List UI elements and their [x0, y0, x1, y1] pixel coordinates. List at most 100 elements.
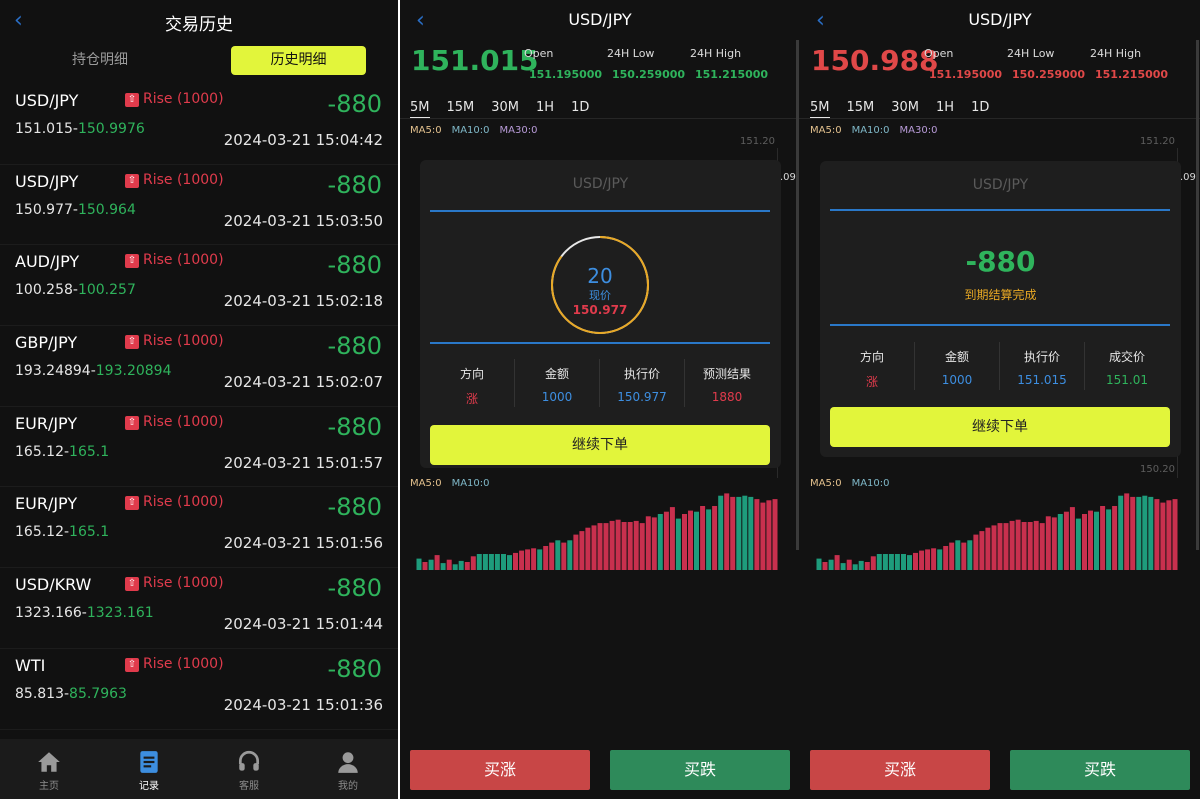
- volume-bar: [416, 558, 422, 570]
- tab-1h[interactable]: 1H: [536, 100, 555, 115]
- nav-records[interactable]: 记录: [119, 749, 179, 792]
- high-label: 24H High: [690, 47, 742, 60]
- info-header: 方向: [459, 367, 484, 381]
- volume-bar: [754, 499, 760, 570]
- tab-holdings[interactable]: 持仓明细: [72, 52, 128, 68]
- volume-bar: [633, 520, 639, 570]
- volume-bar: [1033, 520, 1039, 570]
- buy-rise-button[interactable]: 买涨: [810, 750, 990, 790]
- rise-arrow-icon: ⇧: [125, 415, 139, 430]
- vol-ma10-label: MA10:0: [451, 478, 490, 489]
- trade-row[interactable]: WTI ⇧ Rise (1000) -880 85.813-85.7963 2024-03…: [0, 649, 398, 730]
- volume-bar: [700, 506, 706, 570]
- info-divider: [914, 342, 915, 390]
- info-value: 151.01: [1106, 373, 1148, 387]
- open-value: 151.195000: [529, 68, 603, 81]
- volume-bar: [688, 510, 693, 570]
- trade-open-price: 100.258-: [15, 282, 78, 299]
- scrollbar[interactable]: [796, 40, 799, 550]
- user-icon: [338, 752, 358, 773]
- trade-row[interactable]: USD/JPY ⇧ Rise (1000) -880 151.015-150.9976 2…: [0, 84, 398, 165]
- tab-1d[interactable]: 1D: [971, 100, 990, 115]
- volume-bar: [537, 549, 543, 570]
- trade-close-price: 100.257: [77, 282, 136, 299]
- history-tabs: 持仓明细 历史明细: [32, 46, 368, 75]
- volume-bar: [772, 499, 778, 570]
- back-chevron-icon[interactable]: ‹: [416, 8, 425, 33]
- history-header: ‹ 交易历史: [0, 0, 398, 40]
- volume-bar: [501, 554, 506, 570]
- volume-bar: [1082, 514, 1087, 570]
- nav-home[interactable]: 主页: [19, 749, 79, 792]
- trade-open-price: 1323.166-: [15, 605, 87, 622]
- buy-fall-button[interactable]: 买跌: [610, 750, 790, 790]
- volume-bar: [907, 555, 912, 570]
- trade-close-price: 150.964: [77, 201, 136, 218]
- info-column: 方向涨: [830, 348, 914, 390]
- continue-order-button[interactable]: 继续下单: [830, 407, 1170, 447]
- trade-direction-label: Rise (1000): [143, 494, 224, 511]
- nav-support[interactable]: 客服: [219, 749, 279, 792]
- tab-30m[interactable]: 30M: [891, 100, 920, 115]
- trade-direction-label: Rise (1000): [143, 171, 224, 188]
- volume-bar: [840, 563, 846, 570]
- volume-bar: [991, 525, 997, 570]
- volume-bar: [1069, 507, 1075, 570]
- volume-bar: [579, 531, 585, 570]
- volume-bar: [913, 552, 918, 570]
- trade-row[interactable]: USD/KRW ⇧ Rise (1000) -880 1323.166-1323.161…: [0, 568, 398, 649]
- rise-arrow-icon: ⇧: [125, 577, 139, 592]
- tab-30m[interactable]: 30M: [491, 100, 520, 115]
- volume-bar: [760, 502, 766, 570]
- trade-row[interactable]: GBP/JPY ⇧ Rise (1000) -880 193.24894-193.208…: [0, 326, 398, 407]
- trade-direction-label: Rise (1000): [143, 91, 224, 107]
- tab-history[interactable]: 历史明细: [231, 46, 366, 75]
- modal-divider: [830, 209, 1170, 211]
- volume-bar: [706, 509, 712, 570]
- info-column: 成交价 151.01: [1085, 348, 1169, 387]
- trade-open-price: 85.813-: [15, 685, 70, 702]
- info-divider: [999, 342, 1000, 390]
- volume-bar: [919, 550, 925, 570]
- trade-time: 2024-03-21 15:01:56: [223, 534, 383, 553]
- tab-1h[interactable]: 1H: [936, 100, 955, 115]
- trade-time: 2024-03-21 15:01:36: [223, 695, 383, 714]
- back-chevron-icon[interactable]: ‹: [14, 8, 23, 33]
- trade-time: 2024-03-21 15:04:42: [223, 131, 383, 149]
- trade-profit-loss: -880: [327, 574, 382, 603]
- volume-bar: [488, 554, 494, 570]
- axis-side-label: .09: [1180, 172, 1196, 183]
- scrollbar[interactable]: [1196, 40, 1199, 550]
- continue-order-button[interactable]: 继续下单: [430, 425, 770, 465]
- nav-profile[interactable]: 我的: [318, 749, 378, 792]
- trade-row[interactable]: AUD/JPY ⇧ Rise (1000) -880 100.258-100.257 20…: [0, 245, 398, 327]
- trade-profit-loss: -880: [327, 251, 382, 280]
- volume-bar: [961, 542, 967, 570]
- volume-bar: [639, 523, 645, 570]
- tab-1d[interactable]: 1D: [571, 100, 590, 115]
- trade-open-price: 150.977-: [15, 201, 78, 218]
- tab-5m[interactable]: 5M: [410, 100, 430, 119]
- trade-row[interactable]: EUR/JPY ⇧ Rise (1000) -880 165.12-165.1 2024-…: [0, 487, 398, 569]
- pair-title: USD/JPY: [968, 10, 1032, 29]
- back-chevron-icon[interactable]: ‹: [816, 8, 825, 33]
- buy-rise-button[interactable]: 买涨: [410, 750, 590, 790]
- volume-bar: [1166, 500, 1172, 570]
- ma-legend: MA5:0 MA10:0 MA30:0: [410, 125, 537, 136]
- trade-row[interactable]: EUR/JPY ⇧ Rise (1000) -880 165.12-165.1 2024-…: [0, 407, 398, 488]
- info-header: 成交价: [1108, 350, 1145, 364]
- tab-15m[interactable]: 15M: [446, 100, 475, 115]
- rise-arrow-icon: ⇧: [125, 496, 139, 511]
- buy-fall-button[interactable]: 买跌: [1010, 750, 1190, 790]
- trade-direction: ⇧ Rise (1000): [125, 656, 224, 672]
- high-value: 151.215000: [695, 68, 769, 81]
- info-value: 150.977: [617, 390, 667, 404]
- trade-row[interactable]: USD/JPY ⇧ Rise (1000) -880 150.977-150.964 20…: [0, 165, 398, 246]
- volume-bar: [1124, 493, 1130, 570]
- tab-15m[interactable]: 15M: [846, 100, 875, 115]
- tab-5m[interactable]: 5M: [810, 100, 830, 119]
- axis-top-label: 151.20: [1140, 136, 1175, 147]
- volume-bar: [1063, 511, 1069, 570]
- info-value: 涨: [465, 392, 478, 406]
- volume-bar: [494, 554, 500, 570]
